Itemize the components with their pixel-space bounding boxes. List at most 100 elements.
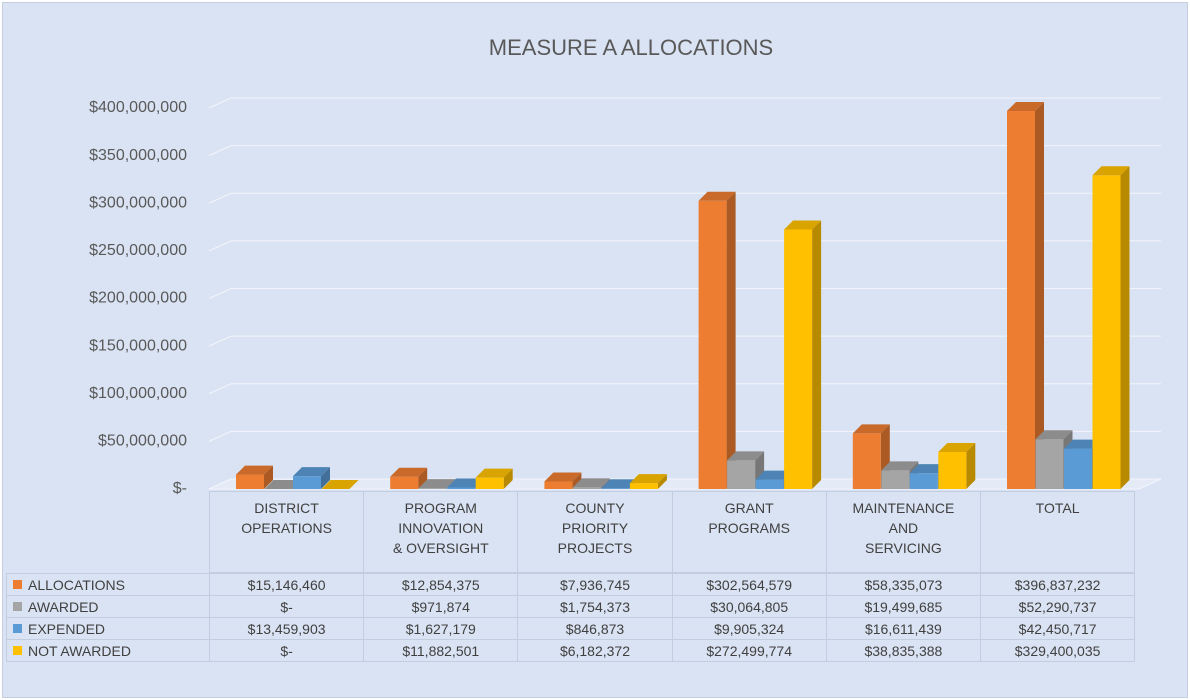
bar-side (657, 474, 667, 489)
legend-swatch (13, 646, 22, 655)
bar (938, 452, 967, 489)
bar (909, 473, 938, 489)
chart: MEASURE A ALLOCATIONS $- $50,000,000 $100,… (89, 35, 1162, 497)
grid-line (208, 335, 232, 347)
category-header: TOTAL (980, 491, 1136, 573)
bar-top (1035, 430, 1073, 440)
bar-top (698, 191, 736, 201)
bar-top (447, 478, 485, 488)
bar-side (812, 220, 822, 489)
grid-line (208, 430, 232, 442)
y-tick-label: $350,000,000 (89, 147, 187, 164)
bar-top (852, 424, 890, 434)
bar-top (1007, 102, 1044, 112)
grid-line (208, 288, 232, 299)
bar-side (966, 443, 976, 489)
bar-top (755, 470, 793, 480)
bar-side (1035, 102, 1044, 489)
legend-label: EXPENDED (28, 620, 106, 637)
bar-side (418, 467, 428, 489)
legend-label: ALLOCATIONS (28, 576, 125, 593)
bar (629, 483, 658, 489)
legend-swatch (13, 602, 22, 611)
bar-side (572, 472, 582, 489)
bar (1035, 439, 1064, 489)
bar-top (544, 472, 582, 482)
bar (236, 474, 264, 489)
table-value: $16,611,439 (825, 617, 981, 640)
bar (852, 433, 881, 489)
bar-top (475, 468, 513, 478)
y-tick-label: $400,000,000 (89, 99, 187, 116)
grid-line (208, 97, 232, 109)
bar-top (881, 461, 919, 471)
bar-top (321, 480, 359, 489)
bar-top (727, 451, 765, 461)
table-value: $971,874 (363, 595, 519, 618)
bar (881, 470, 910, 489)
table-value: $- (209, 639, 365, 662)
category-header: MAINTENANCE AND SERVICING (825, 491, 981, 573)
table-value: $42,450,717 (980, 617, 1136, 640)
bar (1092, 175, 1121, 489)
legend-swatch (13, 580, 22, 589)
bar-top (390, 467, 428, 477)
chart-title: MEASURE A ALLOCATIONS (489, 35, 773, 60)
y-tick-label: $300,000,000 (89, 194, 187, 211)
category-header: GRANT PROGRAMS (671, 491, 827, 573)
bar (727, 460, 756, 489)
bar (1007, 111, 1035, 489)
bar-side (264, 465, 273, 489)
bar-side (321, 467, 330, 489)
bar-top (601, 479, 639, 489)
y-tick-label: $50,000,000 (98, 433, 187, 450)
table-value: $7,936,745 (517, 573, 673, 596)
bar-top (784, 220, 822, 230)
grid-line (208, 145, 232, 157)
table-value: $6,182,372 (517, 639, 673, 662)
bar (418, 488, 447, 489)
bar-top (938, 443, 976, 453)
table-value: $396,837,232 (980, 573, 1136, 596)
table-value: $272,499,774 (671, 639, 827, 662)
table-value: $30,064,805 (671, 595, 827, 618)
bar (784, 229, 813, 489)
bar-top (1092, 166, 1130, 176)
table-value: $15,146,460 (209, 573, 365, 596)
category-header: PROGRAM INNOVATION & OVERSIGHT (363, 491, 519, 573)
table-value: $13,459,903 (209, 617, 365, 640)
bar (390, 476, 419, 489)
bar (293, 476, 321, 489)
table-value: $- (209, 595, 365, 618)
bar-top (1064, 439, 1101, 449)
table-value: $846,873 (517, 617, 673, 640)
category-header: COUNTY PRIORITY PROJECTS (517, 491, 673, 573)
bar-top (909, 464, 947, 474)
bar-top (629, 474, 667, 484)
bar (572, 487, 601, 489)
y-tick-label: $- (173, 480, 187, 497)
bar-side (503, 468, 513, 489)
table-value: $12,854,375 (363, 573, 519, 596)
grid-line (208, 240, 232, 252)
bar-top (293, 467, 330, 477)
bar (755, 479, 784, 489)
legend-entry: ALLOCATIONS (6, 573, 210, 596)
grid-line (208, 192, 232, 204)
table-value: $11,882,501 (363, 639, 519, 662)
bar (601, 488, 630, 489)
category-header: DISTRICT OPERATIONS (209, 491, 365, 573)
table-value: $58,335,073 (825, 573, 981, 596)
table-value: $329,400,035 (980, 639, 1136, 662)
grid-line (208, 383, 232, 395)
bar-top (572, 478, 610, 488)
table-value: $302,564,579 (671, 573, 827, 596)
y-tick-label: $100,000,000 (89, 385, 187, 402)
bar (475, 477, 504, 489)
legend-label: NOT AWARDED (28, 642, 131, 659)
table-value: $9,905,324 (671, 617, 827, 640)
bar-top (264, 480, 302, 489)
table-value: $52,290,737 (980, 595, 1136, 618)
y-tick-label: $200,000,000 (89, 290, 187, 307)
